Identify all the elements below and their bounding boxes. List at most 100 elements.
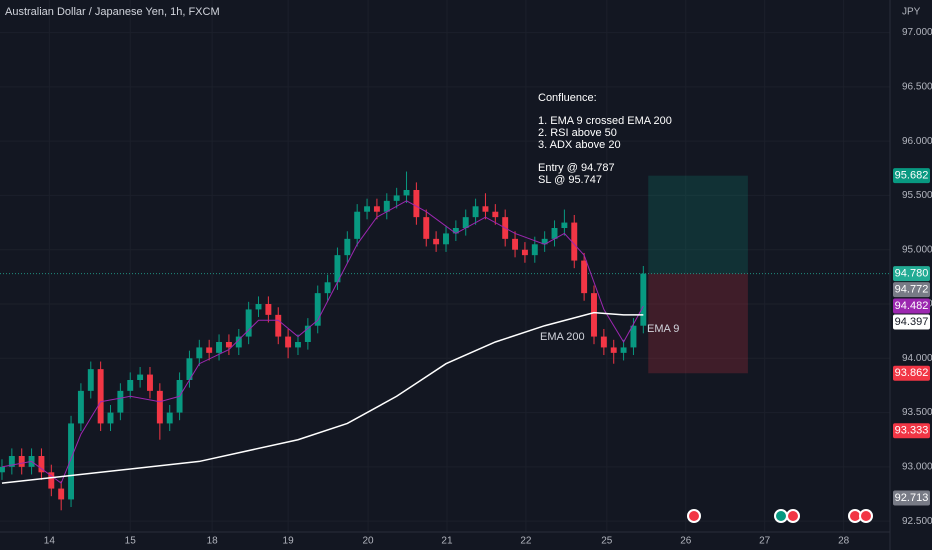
candle-body	[571, 222, 578, 261]
x-tick-label: 18	[207, 536, 219, 547]
candle-body	[87, 369, 94, 391]
candles	[0, 171, 647, 511]
currency: JPY	[902, 7, 921, 18]
candle-body	[541, 238, 548, 245]
candle-body	[58, 488, 65, 500]
indicators	[1, 200, 644, 484]
candle-body	[373, 206, 380, 212]
candle-body	[255, 304, 262, 310]
candle-body	[581, 260, 588, 294]
candle-body	[531, 244, 538, 256]
candle-body	[482, 206, 489, 212]
candle-body	[196, 347, 203, 359]
candle-body	[433, 238, 440, 245]
indicator-label: EMA 9	[647, 323, 679, 335]
grid	[0, 0, 890, 532]
candle-body	[630, 325, 637, 348]
candle-body	[147, 374, 153, 391]
price-label-bg	[893, 168, 930, 184]
y-tick-label: 95.000	[902, 244, 932, 255]
candle-body	[472, 206, 479, 218]
position	[0, 175, 890, 374]
candle-body	[117, 390, 124, 413]
indicator-label: EMA 200	[540, 331, 585, 343]
candle-body	[521, 249, 528, 256]
price-label: 94.482	[895, 300, 929, 312]
candle-body	[354, 211, 361, 239]
candle-body	[235, 336, 242, 348]
candle-body	[452, 228, 459, 234]
candle-body	[492, 211, 499, 218]
candle-body	[265, 304, 272, 315]
annotation-line: SL @ 95.747	[538, 174, 602, 186]
annotation-line: 2. RSI above 50	[538, 127, 617, 139]
candle-body	[443, 233, 449, 245]
candle-body	[314, 293, 321, 326]
candle-body	[304, 325, 311, 342]
price-label: 92.713	[895, 492, 929, 504]
y-tick-label: 97.000	[902, 27, 932, 38]
x-tick-label: 25	[601, 536, 613, 547]
x-tick-label: 26	[680, 536, 692, 547]
candle-body	[610, 347, 617, 353]
candle-body	[364, 206, 371, 212]
candle-body	[0, 466, 5, 473]
candle-body	[8, 456, 15, 467]
candle-body	[600, 336, 607, 348]
price-label: 93.333	[895, 425, 929, 437]
candle-body	[620, 347, 627, 353]
candle-body	[275, 314, 282, 337]
candle-body	[137, 374, 144, 380]
x-tick-label: 27	[759, 536, 771, 547]
candle-body	[551, 228, 558, 239]
candle-body	[561, 222, 568, 228]
candle-body	[295, 342, 301, 348]
x-tick-label: 22	[520, 536, 532, 547]
candle-body	[48, 472, 55, 489]
x-tick-label: 21	[441, 536, 453, 547]
candle-body	[640, 273, 647, 326]
x-tick-label: 28	[838, 536, 850, 547]
candle-body	[413, 190, 420, 218]
y-tick-label: 92.500	[902, 516, 932, 527]
candle-body	[156, 390, 163, 424]
x-tick-label: 20	[362, 536, 374, 547]
candle-body	[285, 336, 292, 348]
x-tick-label: 15	[125, 536, 137, 547]
price-label-bg	[893, 490, 930, 506]
candle-body	[97, 369, 104, 424]
candle-body	[38, 456, 45, 473]
price-label-bg	[893, 314, 930, 330]
candle-body	[403, 190, 410, 196]
price-label: 94.780	[895, 268, 929, 280]
y-tick-label: 93.000	[902, 461, 932, 472]
y-tick-label: 95.500	[902, 190, 932, 201]
candle-body	[423, 217, 430, 239]
candle-body	[245, 309, 252, 337]
candle-body	[77, 390, 84, 424]
x-tick-label: 14	[44, 536, 56, 547]
chart-title: Australian Dollar / Japanese Yen, 1h, FX…	[5, 6, 220, 18]
y-tick-label: 96.000	[902, 136, 932, 147]
candle-body	[225, 342, 232, 348]
candle-body	[18, 456, 25, 467]
candle-body	[512, 238, 519, 250]
price-label-bg	[893, 423, 930, 439]
annotation-line: Confluence:	[538, 92, 597, 104]
x-tick-label: 19	[283, 536, 295, 547]
annotation-line: 1. EMA 9 crossed EMA 200	[538, 115, 672, 127]
price-label-bg	[893, 298, 930, 314]
candle-body	[186, 358, 193, 380]
event-icons	[687, 509, 873, 523]
candle-body	[462, 217, 469, 228]
candle-body	[393, 195, 400, 201]
price-label: 95.682	[895, 170, 929, 182]
y-tick-label: 94.000	[902, 353, 932, 364]
stop-loss-zone	[648, 273, 748, 374]
candle-body	[107, 412, 114, 424]
y-tick-label: 93.500	[902, 407, 932, 418]
price-label-bg	[893, 365, 930, 381]
candle-body	[216, 342, 223, 353]
price-label: 94.397	[895, 316, 929, 328]
